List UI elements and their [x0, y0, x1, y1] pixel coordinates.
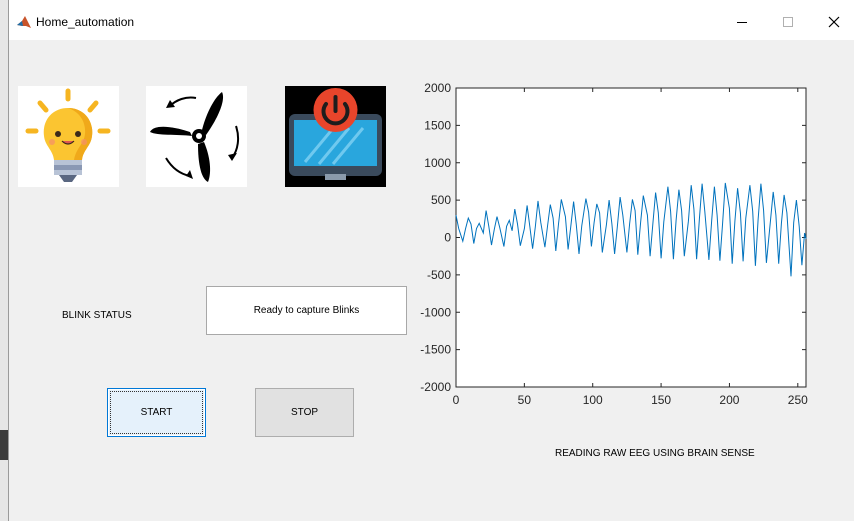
y-tick-label: -1500 [420, 343, 451, 357]
x-tick-label: 250 [788, 393, 808, 407]
app-window: Home_automation [8, 0, 854, 521]
x-tick-label: 150 [651, 393, 671, 407]
background-fragment [0, 430, 8, 460]
y-tick-label: -2000 [420, 380, 451, 394]
y-tick-label: -1000 [420, 305, 451, 319]
start-button[interactable]: START [107, 388, 206, 437]
minimize-button[interactable] [719, 8, 765, 36]
tv-power-icon[interactable] [285, 86, 386, 187]
plot-area [455, 87, 807, 388]
close-icon [828, 16, 840, 28]
y-tick-label: 2000 [424, 81, 451, 95]
stop-button[interactable]: STOP [255, 388, 354, 437]
title-bar: Home_automation [9, 0, 854, 40]
blink-status-box: Ready to capture Blinks [206, 286, 407, 335]
background-desktop-strip [0, 0, 8, 521]
blink-status-label: BLINK STATUS [62, 310, 132, 321]
x-tick-label: 200 [719, 393, 739, 407]
fan-icon[interactable] [146, 86, 247, 187]
x-tick-label: 100 [583, 393, 603, 407]
blink-status-text: Ready to capture Blinks [253, 305, 360, 316]
eeg-series-line [455, 182, 807, 277]
y-tick-label: 1500 [424, 118, 451, 132]
minimize-icon [737, 22, 747, 23]
window-title: Home_automation [36, 15, 135, 29]
x-tick-label: 50 [518, 393, 532, 407]
y-tick-label: 500 [431, 193, 451, 207]
maximize-button[interactable] [765, 8, 811, 36]
y-tick-label: -500 [427, 268, 451, 282]
y-tick-label: 1000 [424, 156, 451, 170]
axis-ticks [455, 87, 806, 388]
y-tick-label: 0 [444, 231, 451, 245]
maximize-icon [783, 17, 793, 27]
light-bulb-icon[interactable] [18, 86, 119, 187]
x-tick-label: 0 [453, 393, 460, 407]
matlab-icon [17, 16, 31, 28]
x-axis-label: READING RAW EEG USING BRAIN SENSE [555, 448, 755, 459]
close-button[interactable] [811, 8, 854, 36]
